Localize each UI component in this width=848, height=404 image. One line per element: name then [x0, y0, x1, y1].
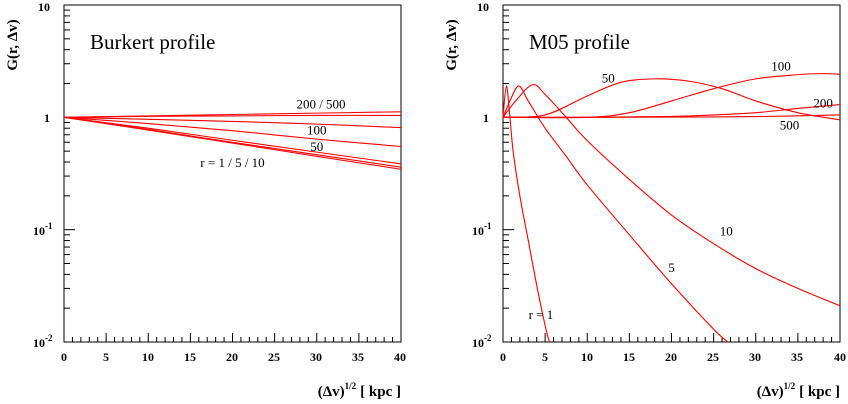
x-tick-label: 25 [707, 350, 719, 364]
curve-label: 5 [668, 260, 675, 275]
x-tick-label: 15 [623, 350, 635, 364]
annotations: 50 100 200 500 10 5 r = 1 [529, 59, 833, 322]
x-tick-label: 10 [581, 350, 593, 364]
x-tick-label: 5 [542, 350, 548, 364]
curve-r-1 [502, 85, 550, 343]
y-tick-label: 10 [477, 0, 489, 14]
curve-500 [63, 111, 402, 118]
curve-label: 100 [771, 59, 791, 74]
x-tick-label: 35 [791, 350, 803, 364]
curve-label: 50 [602, 70, 615, 85]
panel-m05: 0 5 10 15 20 25 30 35 40 10 1 10-1 10-2 … [444, 0, 846, 400]
curve-label: 100 [307, 123, 327, 138]
curves [502, 73, 841, 343]
y-axis-title: G(r, Δv) [5, 19, 21, 70]
curve-label: 200 / 500 [296, 96, 345, 111]
curve-50 [63, 116, 402, 148]
curve-label: 500 [780, 118, 800, 133]
curve-r-10 [63, 116, 402, 165]
x-tick-label: 25 [268, 350, 280, 364]
x-tick-label: 10 [142, 350, 154, 364]
curve-10 [502, 84, 841, 307]
curve-label: r = 1 [529, 307, 554, 322]
x-tick-label: 5 [103, 350, 109, 364]
x-axis-title: (Δv)1/2[ kpc ] [318, 381, 401, 400]
x-axis-title: (Δv)1/2[ kpc ] [757, 381, 840, 400]
curves [63, 111, 402, 170]
x-tick-label: 35 [352, 350, 364, 364]
y-tick-label: 1 [483, 111, 489, 125]
x-tick-label: 20 [226, 350, 238, 364]
plot-frame [502, 4, 841, 343]
panel-burkert: 0 5 10 15 20 25 30 35 40 10 1 10-1 10-2 … [5, 0, 406, 400]
curve-label: 10 [720, 223, 733, 238]
x-tick-label: 15 [184, 350, 196, 364]
panel-title: M05 profile [529, 30, 630, 54]
panel-title: Burkert profile [90, 30, 215, 54]
curve-5 [502, 85, 729, 343]
curve-label: 50 [310, 139, 323, 154]
x-tick-label: 0 [61, 350, 67, 364]
curve-r-5 [63, 116, 402, 168]
curve-label: 200 [813, 96, 833, 111]
x-tick-label: 30 [749, 350, 761, 364]
x-tick-label: 40 [394, 350, 406, 364]
x-tick-label: 20 [665, 350, 677, 364]
x-tick-label: 0 [500, 350, 506, 364]
y-tick-label: 10-1 [472, 221, 492, 238]
y-tick-label: 10-2 [33, 333, 53, 350]
plot-frame [63, 4, 402, 343]
y-axis-title: G(r, Δv) [444, 19, 460, 70]
axis-ticks [502, 9, 841, 343]
x-tick-label: 30 [310, 350, 322, 364]
y-tick-label: 10-1 [33, 221, 53, 238]
curve-100 [63, 116, 402, 129]
curve-50 [502, 78, 841, 121]
axis-ticks [63, 9, 402, 343]
curve-500 [502, 114, 841, 118]
x-tick-label: 40 [834, 350, 846, 364]
y-tick-label: 1 [44, 111, 50, 125]
y-tick-label: 10-2 [472, 333, 492, 350]
y-tick-label: 10 [38, 0, 50, 14]
curve-label: r = 1 / 5 / 10 [200, 155, 264, 170]
